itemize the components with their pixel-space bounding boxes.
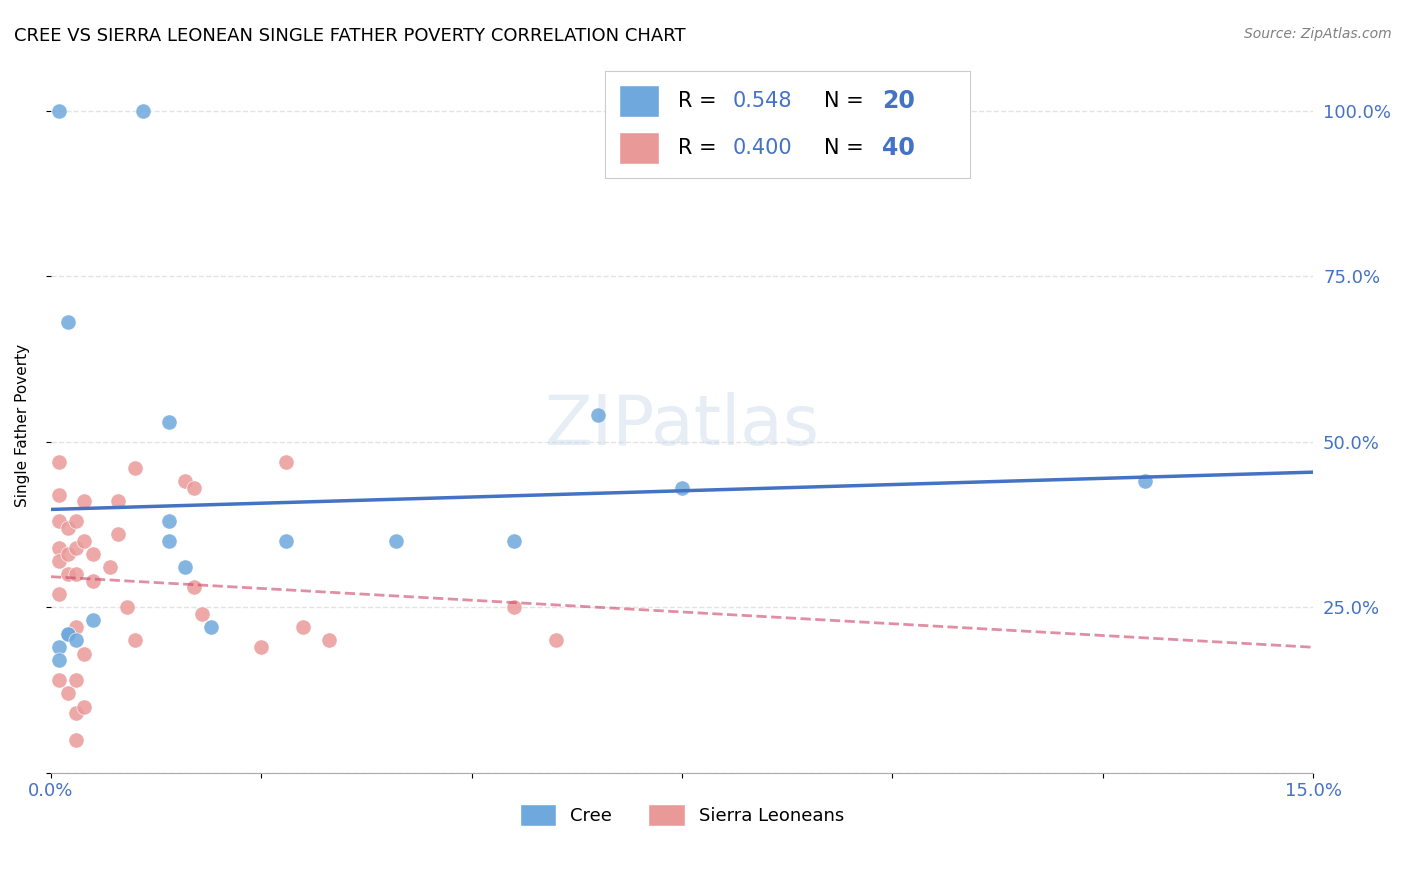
Point — [174, 560, 197, 574]
Y-axis label: Single Father Poverty: Single Father Poverty — [15, 343, 30, 507]
Point — [124, 461, 146, 475]
Point — [82, 547, 104, 561]
Point — [56, 521, 79, 535]
Point — [65, 567, 87, 582]
Point — [276, 454, 298, 468]
Point — [56, 686, 79, 700]
Point — [544, 633, 567, 648]
Point — [48, 514, 70, 528]
Point — [56, 626, 79, 640]
Text: 40: 40 — [883, 136, 915, 161]
Point — [73, 647, 96, 661]
Point — [48, 554, 70, 568]
Point — [183, 580, 205, 594]
Point — [174, 475, 197, 489]
Point — [65, 514, 87, 528]
Point — [276, 533, 298, 548]
Text: Source: ZipAtlas.com: Source: ZipAtlas.com — [1244, 27, 1392, 41]
Point — [124, 633, 146, 648]
Point — [107, 494, 129, 508]
Point — [48, 673, 70, 687]
Text: 0.400: 0.400 — [733, 138, 792, 159]
Point — [48, 488, 70, 502]
Point — [48, 103, 70, 118]
Legend: Cree, Sierra Leoneans: Cree, Sierra Leoneans — [513, 797, 852, 833]
Point — [200, 620, 222, 634]
Point — [586, 408, 609, 422]
Point — [82, 574, 104, 588]
Point — [65, 620, 87, 634]
Point — [157, 514, 180, 528]
Point — [183, 481, 205, 495]
Point — [1133, 475, 1156, 489]
Point — [318, 633, 340, 648]
Point — [157, 415, 180, 429]
Point — [65, 732, 87, 747]
Point — [48, 587, 70, 601]
Point — [191, 607, 214, 621]
Text: 20: 20 — [883, 89, 915, 113]
Point — [98, 560, 121, 574]
Point — [48, 541, 70, 555]
Text: N =: N = — [824, 91, 870, 112]
Point — [56, 315, 79, 329]
Text: R =: R = — [678, 138, 723, 159]
Text: ZIPatlas: ZIPatlas — [544, 392, 820, 458]
Point — [73, 533, 96, 548]
Point — [65, 706, 87, 720]
Point — [502, 533, 524, 548]
Point — [56, 547, 79, 561]
Text: 0.548: 0.548 — [733, 91, 792, 112]
Point — [48, 454, 70, 468]
Point — [65, 541, 87, 555]
Bar — [619, 86, 659, 118]
Point — [65, 633, 87, 648]
Point — [115, 600, 138, 615]
Point — [48, 640, 70, 654]
Bar — [619, 132, 659, 164]
Point — [502, 600, 524, 615]
Point — [671, 481, 693, 495]
Text: CREE VS SIERRA LEONEAN SINGLE FATHER POVERTY CORRELATION CHART: CREE VS SIERRA LEONEAN SINGLE FATHER POV… — [14, 27, 686, 45]
Point — [82, 614, 104, 628]
Point — [73, 699, 96, 714]
Point — [107, 527, 129, 541]
Point — [292, 620, 315, 634]
Point — [250, 640, 273, 654]
Point — [56, 567, 79, 582]
Point — [48, 653, 70, 667]
Text: N =: N = — [824, 138, 870, 159]
Point — [132, 103, 155, 118]
Text: R =: R = — [678, 91, 723, 112]
Point — [385, 533, 408, 548]
Point — [73, 494, 96, 508]
Point — [157, 533, 180, 548]
Point — [65, 673, 87, 687]
Point — [56, 626, 79, 640]
